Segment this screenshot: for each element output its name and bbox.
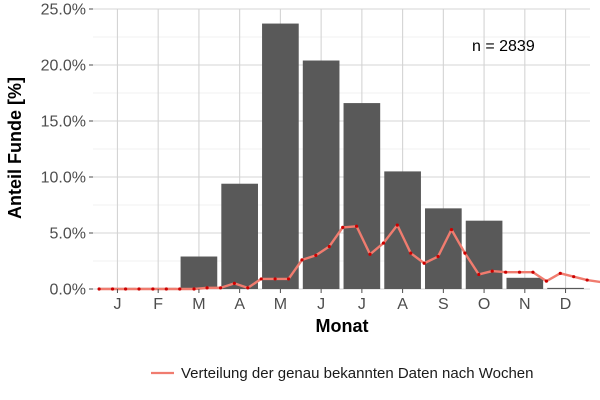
data-point [585, 278, 589, 282]
y-tick-label: 10.0% [41, 170, 86, 187]
data-point [395, 223, 399, 227]
data-point [300, 258, 304, 262]
legend: Verteilung der genau bekannten Daten nac… [151, 365, 534, 382]
data-point [327, 244, 331, 249]
data-point [572, 275, 576, 279]
data-point [97, 287, 101, 291]
series-line [99, 223, 600, 291]
data-point [490, 269, 494, 273]
data-point [178, 287, 182, 291]
data-point [314, 253, 318, 257]
data-point [517, 270, 522, 274]
y-tick-labels: 0.0% 5.0% 10.0% 15.0% 20.0% 25.0% [41, 2, 93, 299]
bar [547, 287, 584, 289]
data-point [409, 251, 413, 255]
x-tick-label: A [397, 296, 408, 313]
data-point [137, 287, 141, 291]
x-tick-label: D [560, 296, 572, 313]
x-axis-title: Monat [316, 316, 369, 336]
data-point [558, 271, 562, 275]
data-point [368, 252, 372, 256]
x-tick-label: J [113, 296, 121, 313]
data-point [436, 254, 440, 259]
legend-label: Verteilung der genau bekannten Daten nac… [181, 365, 534, 382]
bars [99, 23, 584, 290]
data-point [232, 281, 236, 285]
weekly-line [99, 223, 600, 291]
data-point [422, 261, 426, 265]
bar [465, 220, 503, 289]
x-tick-label: A [234, 296, 245, 313]
x-tick-label: J [358, 296, 366, 313]
y-axis-title: Anteil Funde [%] [5, 77, 25, 219]
data-point [246, 286, 250, 290]
data-point [123, 287, 128, 291]
data-point [341, 225, 345, 229]
data-point [477, 272, 481, 277]
bar [343, 103, 381, 289]
data-point [449, 228, 454, 232]
bar [221, 183, 258, 289]
y-tick-label: 25.0% [41, 2, 86, 19]
y-tick-label: 15.0% [41, 114, 86, 131]
bar [302, 60, 340, 289]
x-tick-label: S [438, 296, 449, 313]
data-point [544, 279, 549, 283]
bar [506, 277, 544, 289]
data-point [164, 287, 168, 291]
data-point [259, 277, 263, 281]
x-tick-label: M [192, 296, 205, 313]
x-tick-label: F [153, 296, 163, 313]
data-point [504, 270, 508, 274]
data-point [531, 270, 535, 274]
x-tick-label: M [274, 296, 287, 313]
x-tick-label: J [317, 296, 325, 313]
data-point [151, 287, 155, 291]
data-point [463, 251, 467, 255]
data-point [192, 287, 196, 291]
y-tick-label: 20.0% [41, 58, 86, 75]
data-point [218, 286, 223, 290]
weekly-points [97, 223, 589, 291]
bar [180, 256, 218, 289]
x-tick-label: O [478, 296, 490, 313]
bar [384, 171, 421, 289]
y-tick-label: 5.0% [50, 226, 86, 243]
bar [425, 208, 462, 289]
x-tick-label: N [519, 296, 531, 313]
data-point [205, 286, 209, 290]
data-point [354, 224, 359, 228]
sample-size-annotation: n = 2839 [472, 38, 535, 55]
data-point [273, 277, 277, 281]
y-tick-label: 0.0% [50, 282, 86, 299]
data-point [286, 277, 291, 281]
bar [262, 23, 299, 290]
data-point [381, 241, 386, 245]
data-point [110, 287, 115, 291]
